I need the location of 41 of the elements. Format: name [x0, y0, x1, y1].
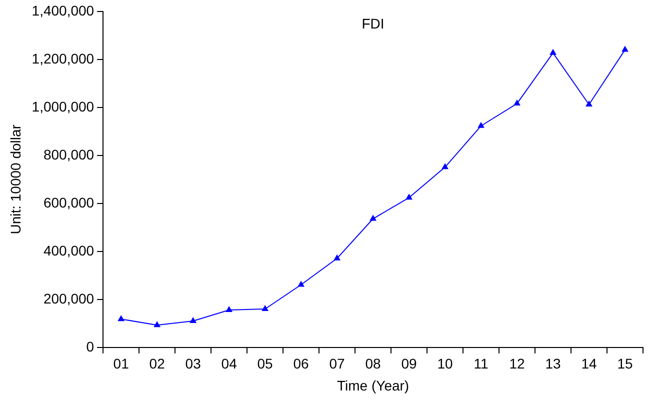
- x-tick-label: 09: [401, 356, 418, 372]
- x-tick-label: 15: [617, 356, 633, 372]
- point: [334, 254, 341, 260]
- x-tick-label: 10: [437, 356, 454, 372]
- y-axis-title: Unit: 10000 dollar: [7, 124, 24, 234]
- y-tick-label: 800,000: [43, 146, 94, 162]
- x-tick-label: 04: [221, 356, 238, 372]
- y-tick-label: 200,000: [43, 290, 94, 306]
- x-tick-label: 08: [365, 356, 382, 372]
- chart-title: FDI: [362, 15, 384, 32]
- y-tick-label: 400,000: [43, 242, 94, 258]
- y-tick-label: 600,000: [43, 194, 94, 210]
- y-tick-label: 1,200,000: [32, 50, 94, 66]
- x-tick-label: 02: [149, 356, 166, 372]
- y-tick-label: 1,000,000: [32, 98, 94, 114]
- point: [550, 48, 556, 55]
- point: [226, 306, 233, 312]
- point: [370, 214, 377, 221]
- point: [406, 194, 412, 200]
- x-tick-label: 13: [545, 356, 562, 372]
- x-tick-label: 05: [257, 356, 274, 372]
- point: [514, 100, 520, 106]
- point: [118, 315, 125, 322]
- point: [262, 305, 269, 311]
- y-tick-label: 1,400,000: [32, 2, 94, 18]
- x-tick-label: 07: [329, 356, 346, 372]
- point: [442, 163, 448, 170]
- x-tick-label: 03: [185, 356, 202, 372]
- x-tick-label: 01: [113, 356, 130, 372]
- x-axis-title: Time (Year): [336, 377, 410, 394]
- point: [478, 122, 484, 128]
- point: [298, 280, 305, 287]
- x-tick-label: 06: [293, 356, 310, 372]
- x-tick-label: 14: [581, 356, 598, 372]
- point: [154, 321, 161, 328]
- point: [190, 317, 197, 323]
- x-tick-label: 11: [474, 356, 488, 372]
- point: [586, 100, 592, 107]
- x-tick-label: 12: [509, 356, 526, 372]
- y-tick-label: 0: [86, 338, 94, 354]
- point: [622, 46, 628, 52]
